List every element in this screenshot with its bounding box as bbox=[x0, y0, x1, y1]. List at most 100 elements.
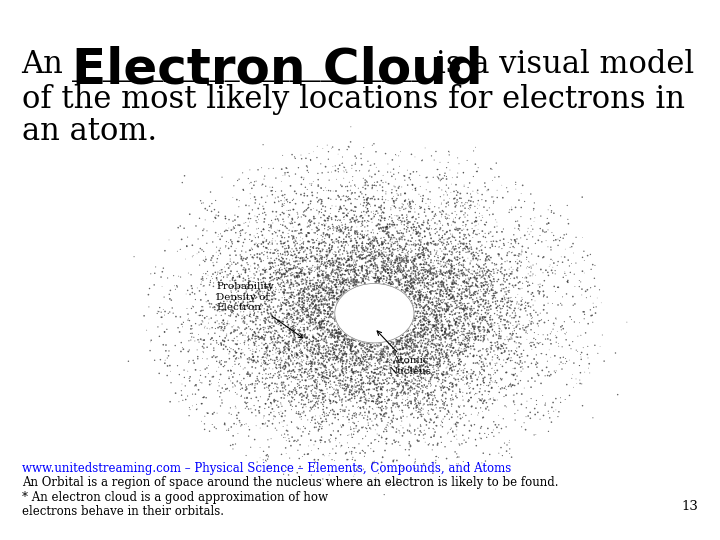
Point bbox=[406, 356, 418, 365]
Point bbox=[493, 314, 505, 322]
Point bbox=[247, 350, 258, 359]
Point bbox=[392, 215, 404, 224]
Point bbox=[332, 336, 343, 345]
Point bbox=[377, 240, 389, 248]
Point bbox=[469, 299, 480, 308]
Point bbox=[443, 240, 454, 248]
Point bbox=[414, 362, 426, 371]
Point bbox=[527, 313, 539, 322]
Point bbox=[341, 262, 353, 271]
Point bbox=[319, 373, 330, 382]
Point bbox=[271, 240, 283, 248]
Point bbox=[477, 211, 488, 220]
Point bbox=[426, 332, 438, 340]
Point bbox=[468, 146, 480, 155]
Point bbox=[225, 287, 237, 295]
Point bbox=[450, 389, 462, 398]
Point bbox=[228, 181, 240, 190]
Point bbox=[221, 280, 233, 288]
Point bbox=[483, 306, 495, 314]
Point bbox=[432, 289, 444, 298]
Point bbox=[223, 424, 235, 433]
Point bbox=[315, 283, 326, 292]
Point bbox=[217, 306, 228, 315]
Point bbox=[377, 364, 389, 373]
Point bbox=[409, 332, 420, 340]
Point bbox=[492, 275, 504, 284]
Point bbox=[287, 291, 298, 300]
Point bbox=[464, 274, 476, 282]
Point bbox=[395, 377, 407, 386]
Point bbox=[296, 330, 307, 339]
Point bbox=[325, 330, 337, 339]
Point bbox=[467, 172, 479, 181]
Point bbox=[579, 368, 590, 376]
Point bbox=[428, 279, 439, 288]
Point bbox=[486, 193, 498, 201]
Point bbox=[230, 402, 241, 411]
Point bbox=[333, 215, 344, 224]
Point bbox=[432, 165, 444, 174]
Point bbox=[316, 436, 328, 444]
Point bbox=[493, 449, 505, 457]
Point bbox=[300, 376, 311, 384]
Point bbox=[316, 297, 328, 306]
Point bbox=[501, 184, 513, 192]
Point bbox=[197, 393, 209, 402]
Point bbox=[338, 284, 349, 292]
Point bbox=[425, 388, 436, 397]
Point bbox=[312, 363, 324, 372]
Point bbox=[207, 270, 219, 279]
Point bbox=[149, 269, 161, 278]
Point bbox=[161, 354, 173, 362]
Point bbox=[487, 353, 498, 361]
Point bbox=[243, 218, 255, 226]
Point bbox=[412, 219, 423, 227]
Point bbox=[232, 301, 243, 309]
Point bbox=[345, 234, 356, 243]
Point bbox=[493, 172, 505, 181]
Point bbox=[241, 370, 253, 379]
Point bbox=[490, 297, 501, 306]
Point bbox=[244, 310, 256, 319]
Point bbox=[410, 307, 421, 316]
Point bbox=[251, 217, 262, 225]
Point bbox=[374, 368, 386, 376]
Point bbox=[493, 428, 505, 437]
Point bbox=[361, 396, 372, 405]
Point bbox=[337, 364, 348, 373]
Point bbox=[314, 306, 325, 315]
Point bbox=[516, 247, 528, 256]
Point bbox=[212, 270, 223, 279]
Point bbox=[438, 357, 450, 366]
Point bbox=[323, 309, 334, 318]
Point bbox=[499, 347, 510, 356]
Point bbox=[288, 321, 300, 330]
Point bbox=[299, 269, 310, 278]
Point bbox=[252, 312, 264, 321]
Point bbox=[319, 296, 330, 305]
Point bbox=[492, 193, 503, 202]
Point bbox=[451, 292, 463, 301]
Point bbox=[390, 245, 401, 254]
Point bbox=[354, 462, 366, 470]
Point bbox=[277, 348, 289, 356]
Point bbox=[209, 303, 220, 312]
Point bbox=[503, 438, 515, 447]
Point bbox=[546, 208, 557, 217]
Point bbox=[423, 363, 434, 372]
Point bbox=[506, 313, 518, 322]
Point bbox=[294, 287, 306, 295]
Point bbox=[261, 315, 272, 324]
Point bbox=[292, 269, 303, 278]
Point bbox=[361, 339, 373, 347]
Point bbox=[261, 252, 273, 261]
Point bbox=[344, 234, 356, 242]
Point bbox=[165, 286, 176, 295]
Point bbox=[451, 329, 462, 338]
Point bbox=[409, 390, 420, 399]
Point bbox=[320, 261, 331, 270]
Point bbox=[360, 266, 372, 274]
Point bbox=[233, 197, 245, 205]
Point bbox=[432, 360, 444, 369]
